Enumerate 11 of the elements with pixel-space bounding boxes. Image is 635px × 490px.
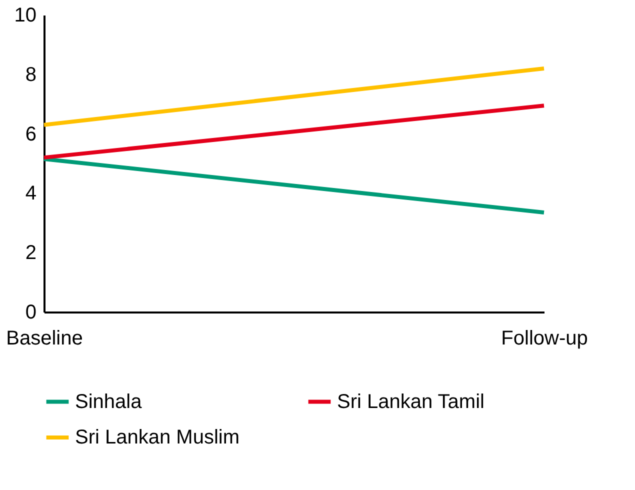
y-tick-label: 8 [25, 64, 36, 86]
y-tick-label: 2 [25, 242, 36, 264]
y-tick-label: 10 [14, 4, 36, 26]
x-tick-label: Baseline [6, 328, 83, 350]
legend-label: Sri Lankan Muslim [75, 426, 240, 448]
x-tick-label: Follow-up [501, 328, 588, 350]
legend-label: Sri Lankan Tamil [337, 390, 484, 413]
legend-label: Sinhala [75, 390, 143, 413]
y-tick-label: 4 [25, 182, 36, 205]
y-tick-label: 6 [25, 123, 36, 146]
y-tick-label: 0 [25, 302, 36, 324]
